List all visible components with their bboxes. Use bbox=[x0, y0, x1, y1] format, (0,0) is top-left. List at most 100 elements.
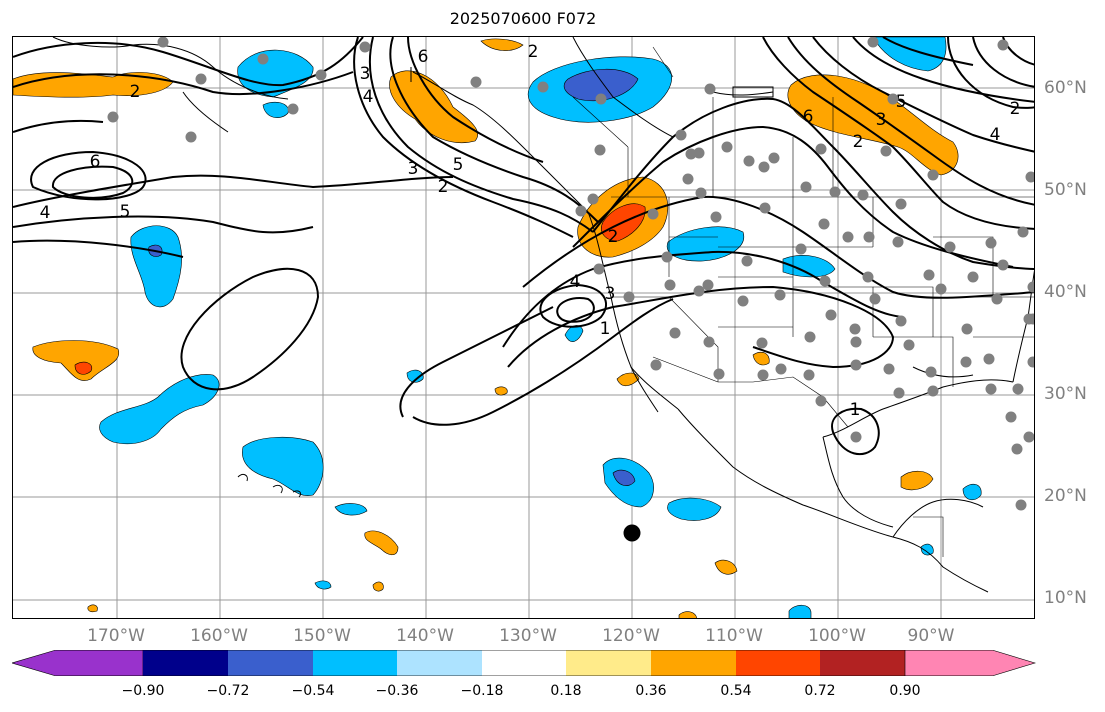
contour-label: 6 bbox=[803, 107, 814, 127]
colorbar-tick: −0.36 bbox=[375, 683, 419, 699]
blob-blue-small-s bbox=[788, 604, 812, 618]
colorbar-tick: 0.18 bbox=[550, 683, 582, 699]
station-dots bbox=[107, 37, 1034, 511]
blob-orange-gulf bbox=[900, 470, 934, 491]
contour-label: 4 bbox=[40, 203, 51, 223]
blob-orange-small-1 bbox=[364, 530, 399, 556]
contour-label: 5 bbox=[896, 92, 907, 112]
blob-orange-gulf-ak bbox=[389, 70, 479, 144]
map-panel: 2 4 6 5 4 6 3 2 5 3 2 4 3 2 1 6 3 5 2 4 … bbox=[12, 36, 1035, 619]
colorbar-segment bbox=[143, 650, 228, 676]
latitude-label: 30°N bbox=[1044, 384, 1087, 404]
longitude-label: 100°W bbox=[808, 626, 866, 646]
longitude-label: 110°W bbox=[705, 626, 763, 646]
colorbar-segment bbox=[228, 650, 313, 676]
contour-label: 2 bbox=[438, 177, 449, 197]
colorbar-tick: −0.72 bbox=[206, 683, 250, 699]
location-marker bbox=[623, 524, 641, 542]
blob-orange-small-3 bbox=[87, 604, 98, 613]
blob-orange-nm bbox=[752, 351, 770, 366]
contour-label: 2 bbox=[528, 42, 539, 62]
colorbar-segment bbox=[482, 650, 566, 676]
contour-label: 6 bbox=[418, 47, 429, 67]
colorbar-tick: 0.36 bbox=[635, 683, 667, 699]
longitude-label: 160°W bbox=[190, 626, 248, 646]
contour-label: 2 bbox=[130, 82, 141, 102]
blob-orange-small-2 bbox=[372, 581, 384, 592]
contour-label: 4 bbox=[363, 87, 374, 107]
contour-label: 4 bbox=[990, 125, 1001, 145]
contour-label: 3 bbox=[360, 64, 371, 84]
contour-label: 2 bbox=[1010, 99, 1021, 119]
latitude-label: 20°N bbox=[1044, 486, 1087, 506]
colorbar bbox=[12, 650, 1036, 676]
colorbar-tick: 0.90 bbox=[889, 683, 921, 699]
latitude-label: 60°N bbox=[1044, 78, 1087, 98]
colorbar-segment bbox=[820, 650, 905, 676]
blob-blue-socal bbox=[564, 325, 584, 342]
blob-orange-small-4 bbox=[494, 386, 508, 396]
contour-label: 2 bbox=[853, 132, 864, 152]
blob-blue-plains bbox=[782, 255, 836, 278]
colorbar-segment bbox=[313, 650, 397, 676]
contour-label: 3 bbox=[605, 284, 616, 304]
contour-label: 2 bbox=[608, 227, 619, 247]
contour-label: 4 bbox=[570, 272, 581, 292]
longitude-label: 140°W bbox=[396, 626, 454, 646]
blob-blue-carib bbox=[962, 483, 982, 501]
blob-blue-epac-2 bbox=[667, 497, 722, 521]
blob-blue-rockies bbox=[666, 226, 745, 262]
contour-label-group: 2 4 6 5 4 6 3 2 5 3 2 4 3 2 1 6 3 5 2 4 … bbox=[40, 42, 1021, 420]
colorbar-segment bbox=[566, 650, 651, 676]
contour-label: 1 bbox=[600, 319, 611, 339]
contour-label: 3 bbox=[876, 110, 887, 130]
contour-label: 3 bbox=[408, 159, 419, 179]
map-canvas: 2 4 6 5 4 6 3 2 5 3 2 4 3 2 1 6 3 5 2 4 … bbox=[13, 37, 1034, 618]
coastlines bbox=[52, 37, 1034, 593]
blob-orange-small-n bbox=[480, 38, 524, 51]
blob-blue-pacific-2 bbox=[99, 374, 220, 445]
blob-orange-baja bbox=[616, 372, 640, 387]
contour-lines bbox=[13, 37, 1034, 455]
blob-red-pacific-w bbox=[74, 361, 93, 375]
longitude-label: 150°W bbox=[293, 626, 351, 646]
latitude-label: 40°N bbox=[1044, 282, 1087, 302]
colorbar-tick: −0.90 bbox=[121, 683, 165, 699]
colorbar-tick: −0.54 bbox=[291, 683, 335, 699]
blob-orange-nw bbox=[13, 72, 174, 98]
blob-blue-pacific-1 bbox=[130, 225, 182, 308]
contour-label: 1 bbox=[850, 400, 861, 420]
longitude-label: 90°W bbox=[907, 626, 955, 646]
blob-darkblue-epac bbox=[612, 469, 636, 486]
latitude-label: 50°N bbox=[1044, 180, 1087, 200]
colorbar-tick: 0.54 bbox=[720, 683, 752, 699]
blob-blue-small-2 bbox=[334, 503, 368, 516]
colorbar-tick: 0.72 bbox=[804, 683, 836, 699]
blob-blue-hawaii bbox=[242, 436, 324, 497]
colorbar-segment bbox=[736, 650, 820, 676]
colorbar-segment bbox=[12, 650, 144, 676]
longitude-label: 130°W bbox=[499, 626, 557, 646]
contour-label: 5 bbox=[453, 155, 464, 175]
latitude-label: 10°N bbox=[1044, 588, 1087, 608]
blob-orange-small-s bbox=[678, 611, 697, 618]
longitude-label: 120°W bbox=[602, 626, 660, 646]
chart-title: 2025070600 F072 bbox=[449, 9, 597, 28]
blob-blue-ne bbox=[872, 37, 947, 72]
blob-darkblue-canada bbox=[563, 68, 639, 102]
blob-blue-small-3 bbox=[314, 580, 332, 590]
colorbar-tick: −0.18 bbox=[460, 683, 504, 699]
colorbar-segment bbox=[651, 650, 736, 676]
contour-label: 6 bbox=[90, 152, 101, 172]
blob-blue-small-1 bbox=[406, 369, 424, 383]
blob-blue-aleutian bbox=[237, 49, 314, 98]
colorbar-segment bbox=[904, 650, 1036, 676]
blob-blue-aleutian-small bbox=[262, 101, 289, 118]
blob-orange-mexico bbox=[714, 559, 738, 575]
anomaly-shading bbox=[13, 37, 982, 618]
blob-blue-cam bbox=[920, 543, 934, 556]
colorbar-segment bbox=[397, 650, 482, 676]
contour-label: 5 bbox=[120, 202, 131, 222]
blob-orange-pacific-w bbox=[32, 340, 120, 381]
longitude-label: 170°W bbox=[87, 626, 145, 646]
